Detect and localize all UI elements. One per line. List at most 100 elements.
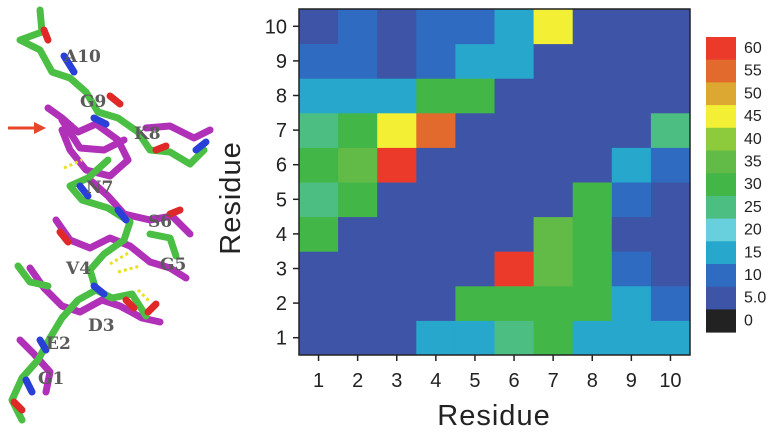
heatmap-cell-r1-c1	[299, 320, 339, 356]
heatmap-cell-r10-c5	[455, 9, 495, 45]
heatmap-cell-r9-c7	[533, 43, 574, 79]
heatmap-cell-r5-c6	[494, 182, 535, 218]
heatmap-cell-r8-c5	[455, 78, 495, 114]
residue-label-d3: D3	[88, 316, 115, 336]
heatmap-cell-r5-c7	[533, 182, 574, 218]
heatmap-cell-r3-c5	[455, 251, 495, 287]
heatmap-cell-r10-c6	[494, 9, 535, 45]
heatmap-cell-r8-c9	[611, 78, 652, 114]
heatmap-cell-r5-c2	[338, 182, 378, 218]
y-tick-label: 8	[276, 86, 287, 108]
heatmap-cell-r1-c9	[611, 320, 652, 356]
heatmap-cell-r2-c9	[611, 285, 652, 321]
heatmap-cell-r9-c6	[494, 43, 535, 79]
heatmap-cell-r8-c4	[416, 78, 456, 114]
heatmap-cell-r2-c4	[416, 285, 456, 321]
green-backbone	[8, 6, 208, 424]
heatmap-cell-r7-c6	[494, 112, 535, 148]
colorbar-tick-label: 35	[744, 154, 762, 171]
heatmap-cell-r9-c5	[455, 43, 495, 79]
heatmap-cell-r8-c3	[377, 78, 417, 114]
heatmap-cell-r9-c1	[299, 43, 339, 79]
heatmap-cell-r6-c2	[338, 147, 378, 183]
y-tick-label: 7	[276, 120, 287, 142]
heatmap-cells	[299, 9, 691, 356]
heatmap-cell-r4-c8	[572, 216, 613, 252]
colorbar-swatch	[706, 37, 736, 61]
heatmap-cell-r3-c6	[494, 251, 535, 287]
heatmap-cell-r2-c8	[572, 285, 613, 321]
heatmap-cell-r10-c1	[299, 9, 339, 45]
colorbar-tick-label: 40	[744, 131, 762, 148]
y-tick-label: 5	[276, 189, 287, 211]
heatmap-cell-r6-c8	[572, 147, 613, 183]
x-axis-title: Residue	[437, 400, 550, 432]
colorbar-tick-label: 20	[744, 222, 762, 239]
heatmap-cell-r1-c3	[377, 320, 417, 356]
heatmap-cell-r1-c2	[338, 320, 378, 356]
y-axis-title: Residue	[215, 141, 247, 254]
heatmap-cell-r10-c3	[377, 9, 417, 45]
colorbar-swatch	[706, 127, 736, 151]
heatmap-cell-r8-c8	[572, 78, 613, 114]
colorbar-tick-label: 50	[744, 85, 762, 102]
heatmap-cell-r5-c4	[416, 182, 456, 218]
heatmap-cell-r9-c3	[377, 43, 417, 79]
heatmap-cell-r9-c9	[611, 43, 652, 79]
heatmap-cell-r3-c7	[533, 251, 574, 287]
heatmap-cell-r4-c7	[533, 216, 574, 252]
colorbar-tick-label: 55	[744, 63, 762, 80]
heatmap-cell-r6-c5	[455, 147, 495, 183]
heatmap-cell-r9-c8	[572, 43, 613, 79]
residue-label-s6: S6	[148, 212, 172, 232]
heatmap-cell-r8-c1	[299, 78, 339, 114]
residue-label-g1: G1	[38, 369, 64, 389]
heatmap-cell-r9-c10	[650, 43, 691, 79]
heatmap-cell-r4-c4	[416, 216, 456, 252]
colorbar-tick-label: 0	[744, 312, 753, 329]
heatmap-cell-r2-c7	[533, 285, 574, 321]
heatmap-cell-r6-c1	[299, 147, 339, 183]
heatmap-cell-r7-c10	[650, 112, 691, 148]
heatmap-cell-r3-c8	[572, 251, 613, 287]
residue-label-a10: A10	[63, 47, 101, 67]
heatmap-cell-r2-c10	[650, 285, 691, 321]
heatmap-cell-r2-c5	[455, 285, 495, 321]
x-tick-label: 7	[548, 370, 559, 392]
heatmap-cell-r5-c10	[650, 182, 691, 218]
heatmap-cell-r2-c6	[494, 285, 535, 321]
heatmap-cell-r9-c4	[416, 43, 456, 79]
heatmap-cell-r7-c5	[455, 112, 495, 148]
x-tick-label: 8	[587, 370, 598, 392]
heatmap-cell-r10-c10	[650, 9, 691, 45]
heatmap-cell-r1-c10	[650, 320, 691, 356]
heatmap-cell-r2-c3	[377, 285, 417, 321]
residue-label-g5: G5	[160, 255, 186, 275]
colorbar-tick-label: 15	[744, 244, 762, 261]
colorbar-tick-label: 5.0	[744, 290, 766, 307]
heatmap-cell-r3-c2	[338, 251, 378, 287]
heatmap-cell-r1-c8	[572, 320, 613, 356]
heatmap-cell-r5-c8	[572, 182, 613, 218]
heatmap-cell-r6-c7	[533, 147, 574, 183]
heatmap-cell-r7-c9	[611, 112, 652, 148]
x-tick-label: 4	[430, 370, 441, 392]
x-tick-label: 1	[313, 370, 324, 392]
heatmap-cell-r4-c3	[377, 216, 417, 252]
heatmap-cell-r10-c4	[416, 9, 456, 45]
heatmap-cell-r3-c3	[377, 251, 417, 287]
heatmap-cell-r7-c4	[416, 112, 456, 148]
heatmap-cell-r9-c2	[338, 43, 378, 79]
x-axis-ticks: 1 2 3 4 5 6 7 8 9 10	[313, 355, 682, 392]
heatmap-cell-r1-c4	[416, 320, 456, 356]
x-tick-label: 5	[469, 370, 480, 392]
heatmap-cell-r10-c9	[611, 9, 652, 45]
heatmap-cell-r6-c4	[416, 147, 456, 183]
heatmap-cell-r7-c2	[338, 112, 378, 148]
heatmap-cell-r8-c7	[533, 78, 574, 114]
heatmap-cell-r5-c1	[299, 182, 339, 218]
colorbar-swatch	[706, 150, 736, 174]
heatmap-cell-r4-c1	[299, 216, 339, 252]
highlight-arrow	[8, 122, 46, 134]
heatmap-cell-r1-c6	[494, 320, 535, 356]
